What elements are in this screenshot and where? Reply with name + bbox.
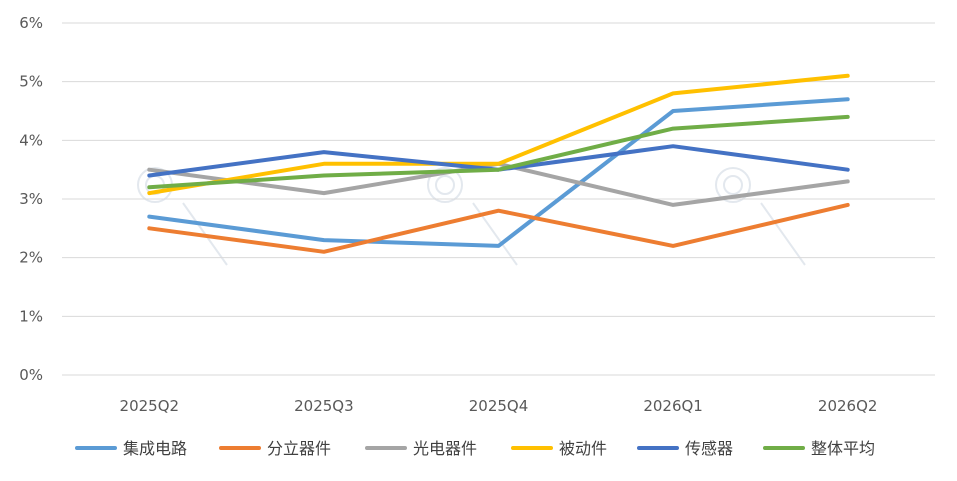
x-tick-label: 2025Q2 [120, 397, 180, 415]
x-axis-ticks: 2025Q2 2025Q3 2025Q4 2026Q1 2026Q2 [120, 397, 878, 415]
y-tick-label: 5% [19, 73, 43, 91]
y-tick-label: 0% [19, 366, 43, 384]
x-tick-label: 2025Q3 [294, 397, 354, 415]
legend-label: 传感器 [685, 439, 733, 458]
x-tick-label: 2026Q2 [818, 397, 878, 415]
y-tick-label: 1% [19, 307, 43, 325]
y-tick-label: 3% [19, 190, 43, 208]
watermark-logo [715, 167, 806, 266]
series-line [147, 202, 850, 254]
gridlines [62, 22, 935, 376]
series-line [147, 97, 850, 248]
y-tick-label: 2% [19, 249, 43, 267]
legend-item: 整体平均 [763, 439, 875, 458]
legend-item: 光电器件 [365, 439, 477, 458]
legend-label: 整体平均 [811, 439, 875, 458]
series-line [147, 114, 850, 190]
legend-label: 光电器件 [413, 439, 477, 458]
legend-item: 被动件 [511, 439, 607, 458]
x-tick-label: 2025Q4 [469, 397, 529, 415]
legend-item: 分立器件 [219, 439, 331, 458]
y-tick-label: 6% [19, 14, 43, 32]
legend-label: 集成电路 [123, 439, 187, 458]
legend: 集成电路 分立器件 光电器件 被动件 传感器 整体平均 [75, 439, 875, 458]
legend-label: 被动件 [559, 439, 607, 458]
x-tick-label: 2026Q1 [643, 397, 703, 415]
series-lines [147, 73, 850, 254]
series-line [147, 73, 850, 196]
legend-item: 集成电路 [75, 439, 187, 458]
legend-item: 传感器 [637, 439, 733, 458]
y-tick-label: 4% [19, 131, 43, 149]
legend-label: 分立器件 [267, 439, 331, 458]
y-axis-ticks: 0% 1% 2% 3% 4% 5% 6% [19, 14, 43, 384]
